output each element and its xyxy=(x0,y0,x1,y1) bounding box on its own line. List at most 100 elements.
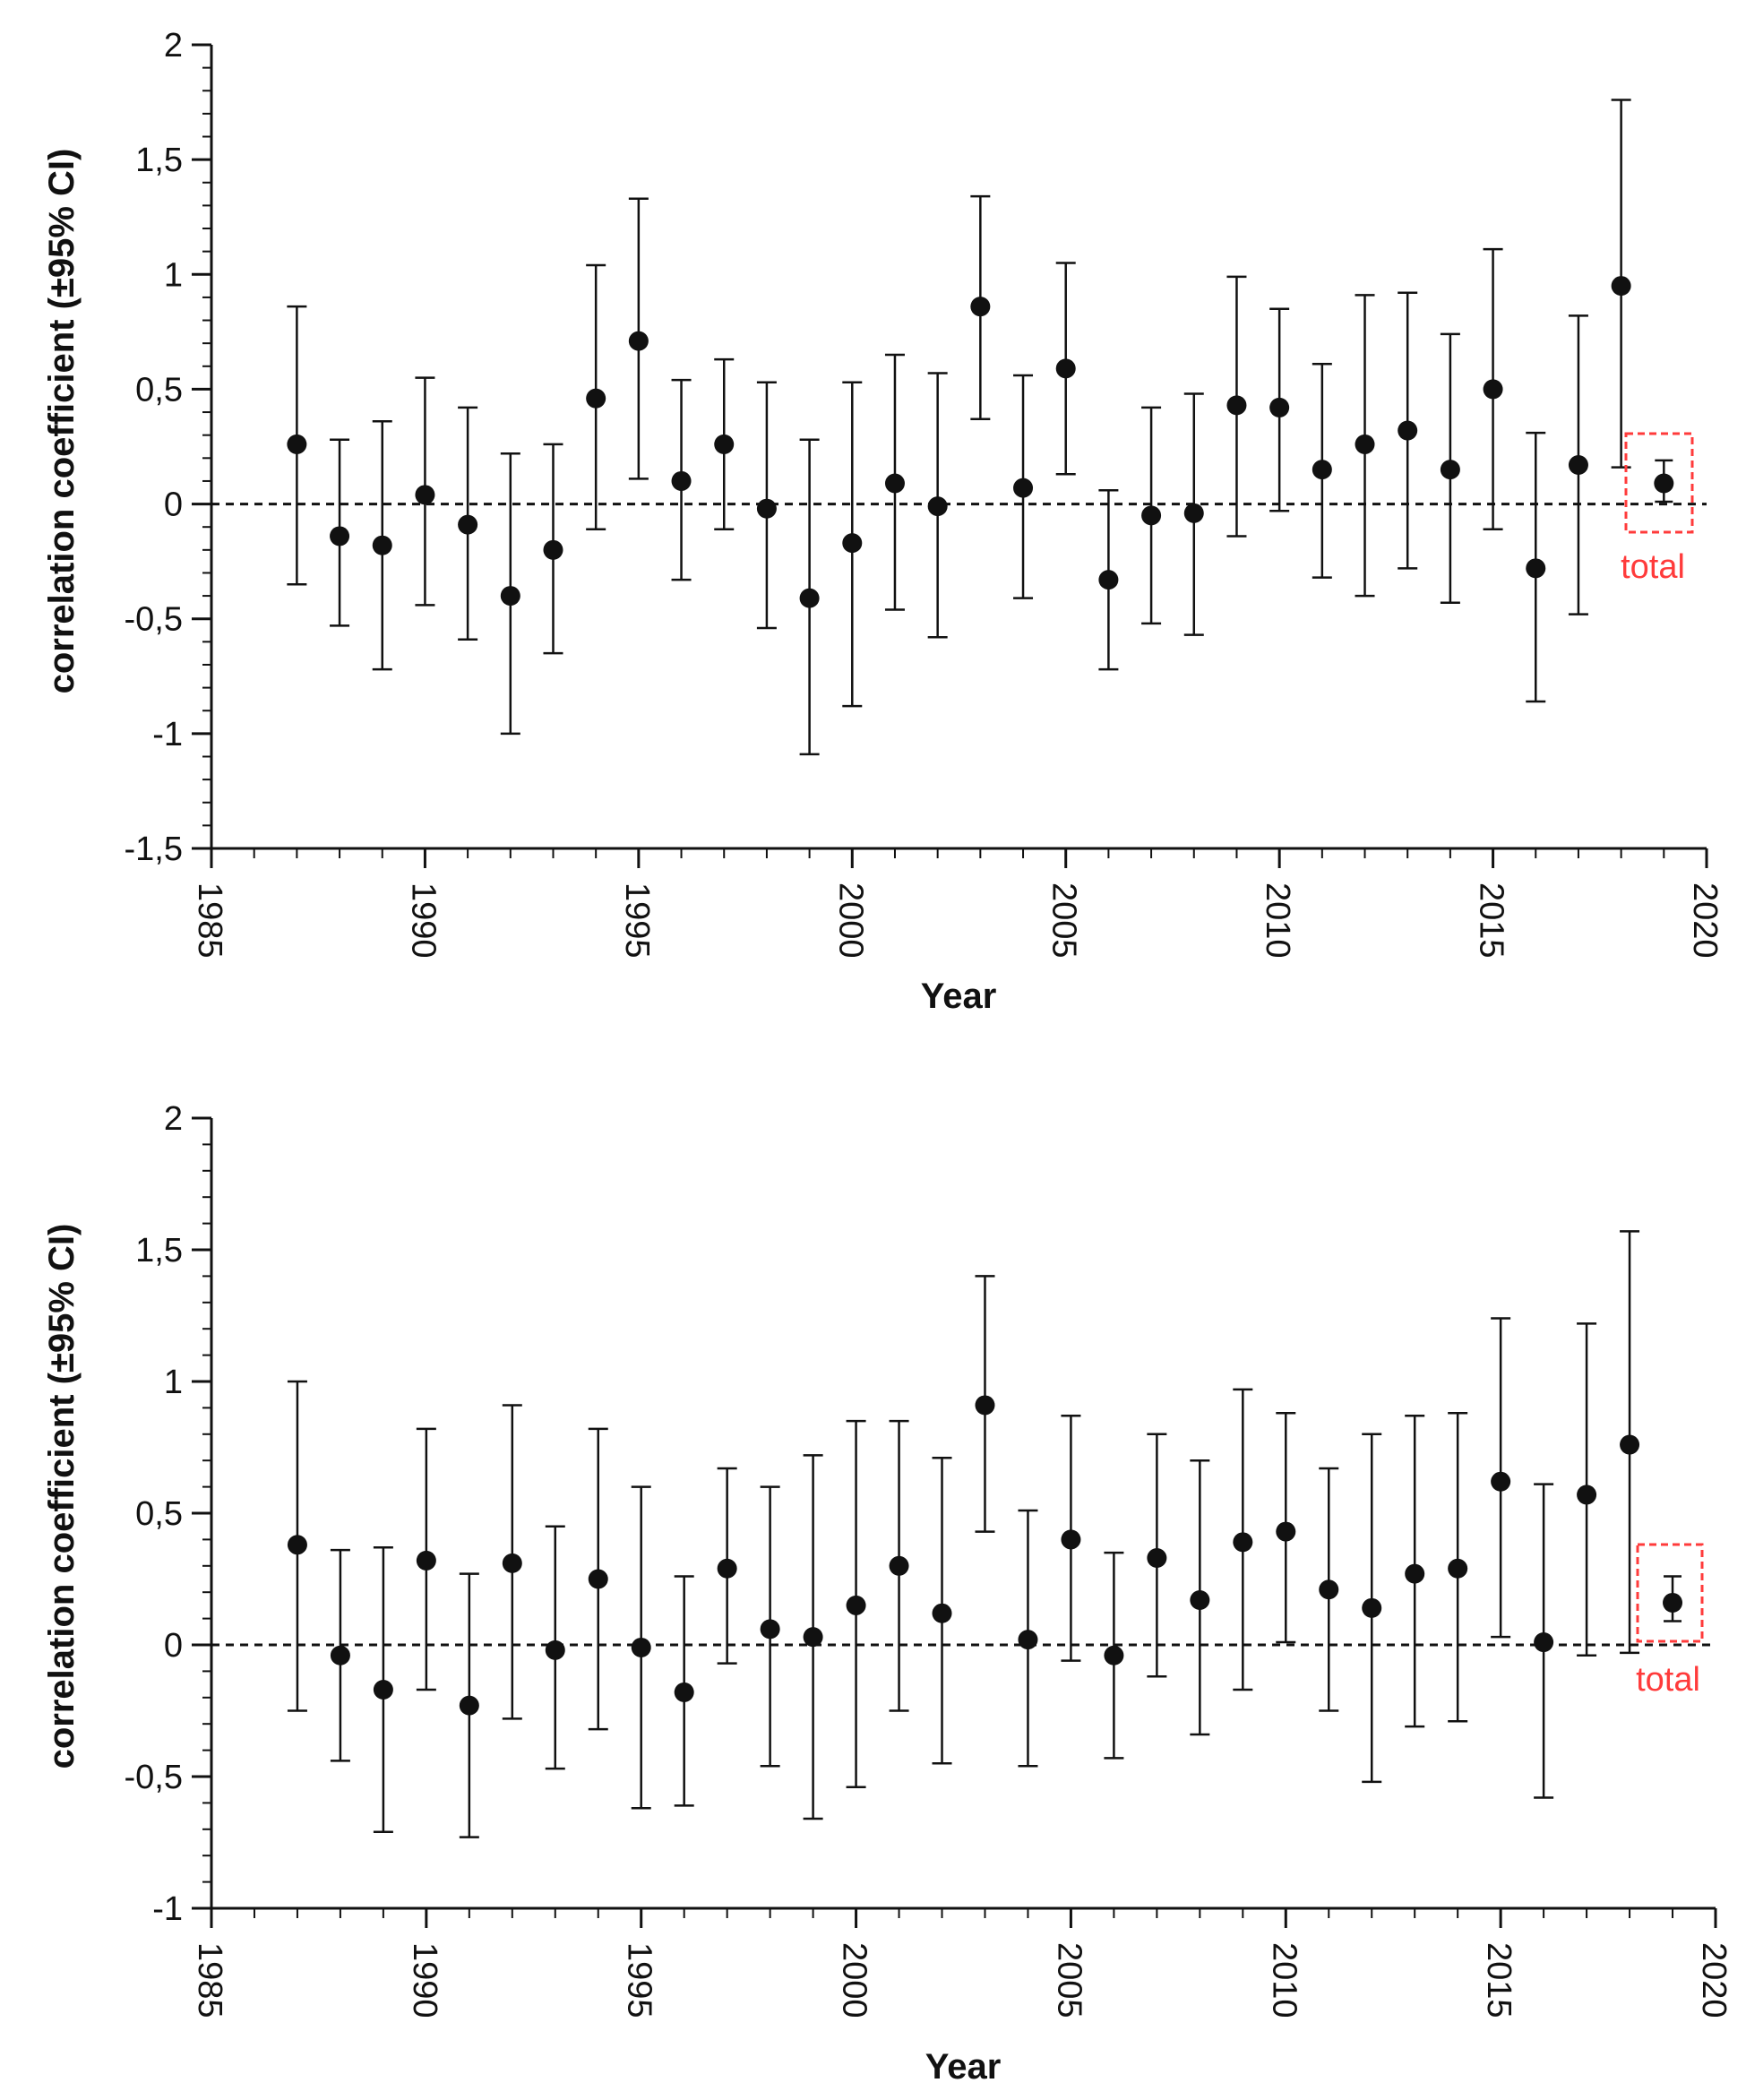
data-point xyxy=(1319,1579,1339,1600)
data-point xyxy=(1355,434,1375,454)
data-points xyxy=(287,276,1631,608)
y-tick-label: -1 xyxy=(152,716,183,753)
x-tick-label: 1990 xyxy=(404,882,442,959)
axes xyxy=(192,1116,1717,1928)
data-point xyxy=(373,1679,393,1700)
data-point xyxy=(927,496,948,517)
data-point xyxy=(1276,1521,1296,1542)
total-highlight-box xyxy=(1624,432,1694,534)
data-point xyxy=(588,1569,608,1589)
x-tick-label: 2015 xyxy=(1480,1942,1518,2018)
data-point xyxy=(1013,478,1034,498)
data-point xyxy=(502,1553,522,1573)
x-axis-title: Year xyxy=(925,2047,1002,2087)
error-bars xyxy=(287,99,1631,756)
data-point xyxy=(842,533,863,554)
data-point xyxy=(932,1603,952,1623)
y-tick-label: 0,5 xyxy=(135,1495,183,1533)
y-axis-title: correlation coefficient (±95% CI) xyxy=(42,1224,82,1769)
data-point xyxy=(756,498,777,519)
data-point xyxy=(1577,1485,1597,1505)
data-point xyxy=(543,539,563,560)
data-point xyxy=(1491,1471,1511,1492)
data-point xyxy=(671,470,692,491)
total-point xyxy=(1663,1592,1683,1613)
y-tick-label: -0,5 xyxy=(125,1759,183,1796)
data-point xyxy=(1568,455,1588,476)
data-point xyxy=(1018,1630,1038,1650)
data-point xyxy=(970,297,991,317)
x-tick-label: 2005 xyxy=(1050,1942,1088,2018)
data-point xyxy=(1183,503,1204,523)
x-tick-label: 2005 xyxy=(1045,882,1083,959)
x-tick-label: 2010 xyxy=(1265,1942,1303,2018)
y-tick-label: 0 xyxy=(164,1627,183,1665)
x-tick-label: 2010 xyxy=(1259,882,1296,959)
x-tick-label: 1990 xyxy=(406,1942,443,2018)
y-tick-label: 1,5 xyxy=(135,142,183,179)
total-estimate xyxy=(1636,1543,1704,1643)
total-label: total xyxy=(1636,1661,1700,1699)
data-point xyxy=(1141,505,1162,526)
data-point xyxy=(287,434,307,454)
data-point xyxy=(1312,460,1332,480)
data-point xyxy=(1611,276,1631,297)
data-point xyxy=(799,588,820,608)
data-point xyxy=(458,514,478,535)
x-tick-label: 2020 xyxy=(1695,1942,1733,2018)
data-point xyxy=(1104,1645,1124,1665)
y-tick-label: 2 xyxy=(164,27,183,65)
data-point xyxy=(586,388,606,409)
data-point xyxy=(1226,395,1247,416)
data-point xyxy=(1061,1529,1081,1550)
data-point xyxy=(1534,1632,1554,1653)
data-point xyxy=(1526,558,1546,579)
data-point xyxy=(1405,1563,1425,1584)
data-point xyxy=(1190,1590,1210,1611)
x-tick-label: 1995 xyxy=(618,882,656,959)
data-point xyxy=(1147,1547,1167,1568)
y-tick-label: 1,5 xyxy=(135,1232,183,1269)
data-point xyxy=(1398,420,1418,441)
data-point xyxy=(500,586,520,607)
error-bars xyxy=(287,1230,1640,1838)
x-axis-title: Year xyxy=(921,977,997,1016)
total-estimate xyxy=(1624,432,1694,534)
data-point xyxy=(1269,397,1290,417)
data-point xyxy=(628,331,649,351)
x-tick-label: 1985 xyxy=(191,882,228,959)
data-point xyxy=(1233,1532,1253,1553)
data-point xyxy=(889,1555,909,1576)
y-tick-label: 2 xyxy=(164,1100,183,1138)
x-tick-label: 1985 xyxy=(191,1942,228,2018)
data-point xyxy=(415,485,435,505)
y-tick-label: 1 xyxy=(164,1364,183,1401)
data-point xyxy=(416,1550,436,1571)
y-tick-label: 1 xyxy=(164,256,183,294)
x-tick-label: 2000 xyxy=(831,882,869,959)
y-tick-label: -0,5 xyxy=(125,601,183,639)
data-point xyxy=(372,535,392,555)
x-tick-label: 2020 xyxy=(1686,882,1724,959)
data-point xyxy=(884,473,905,494)
data-point xyxy=(1620,1434,1640,1455)
data-point xyxy=(846,1595,866,1615)
data-point xyxy=(1055,358,1076,379)
data-point xyxy=(674,1682,694,1702)
data-points xyxy=(287,1395,1640,1716)
axes xyxy=(192,43,1708,868)
data-point xyxy=(975,1395,995,1416)
y-tick-label: -1 xyxy=(152,1890,183,1928)
y-tick-label: -1,5 xyxy=(125,831,183,868)
data-point xyxy=(714,434,735,454)
x-tick-label: 2000 xyxy=(836,1942,873,2018)
x-tick-label: 2015 xyxy=(1473,882,1510,959)
total-point xyxy=(1654,473,1674,494)
data-point xyxy=(760,1619,780,1640)
data-point xyxy=(631,1637,651,1657)
